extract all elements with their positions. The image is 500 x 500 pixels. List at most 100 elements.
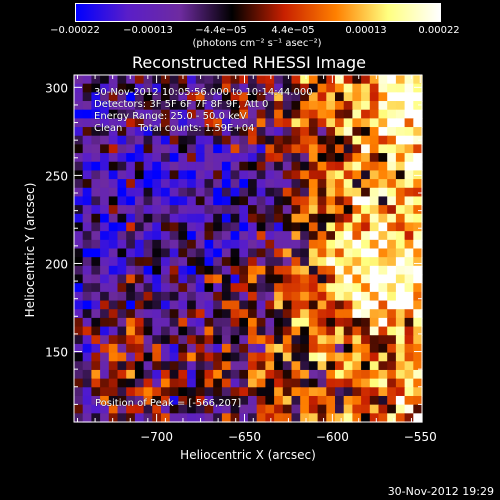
heatmap-cell — [361, 75, 371, 85]
heatmap-cell — [326, 283, 336, 293]
heatmap-cell — [413, 395, 423, 406]
heatmap-cell — [117, 378, 127, 388]
heatmap-cell — [256, 92, 266, 102]
heatmap-cell — [187, 257, 197, 267]
heatmap-cell — [265, 144, 275, 154]
heatmap-cell — [352, 291, 362, 302]
heatmap-cell — [369, 179, 380, 189]
heatmap-cell — [300, 395, 310, 406]
heatmap-cell — [387, 291, 397, 302]
heatmap-cell — [378, 317, 388, 328]
heatmap-cell — [169, 300, 179, 310]
heatmap-cell — [74, 387, 84, 397]
heatmap-cell — [161, 265, 171, 276]
heatmap-cell — [91, 283, 101, 293]
heatmap-cell — [195, 222, 206, 232]
heatmap-cell — [169, 326, 179, 336]
heatmap-cell — [248, 352, 258, 362]
heatmap-cell — [326, 291, 336, 302]
heatmap-cell — [117, 361, 127, 371]
heatmap-cell — [369, 283, 380, 293]
heatmap-cell — [82, 239, 92, 250]
heatmap-cell — [100, 265, 110, 276]
heatmap-cell — [221, 127, 232, 137]
heatmap-cell — [239, 196, 249, 206]
heatmap-cell — [126, 109, 136, 119]
heatmap-cell — [204, 300, 214, 310]
heatmap-cell — [82, 343, 92, 354]
heatmap-cell — [152, 343, 162, 354]
heatmap-cell — [91, 369, 101, 380]
heatmap-cell — [352, 395, 362, 406]
heatmap-cell — [74, 257, 84, 267]
heatmap-cell — [178, 335, 188, 345]
heatmap-cell — [326, 161, 336, 172]
heatmap-cell — [352, 352, 362, 362]
heatmap-cell — [265, 179, 275, 189]
heatmap-cell — [74, 291, 84, 302]
heatmap-cell — [335, 369, 345, 380]
heatmap-cell — [369, 170, 380, 180]
heatmap-cell — [282, 326, 293, 336]
heatmap-cell — [404, 83, 414, 93]
heatmap-cell — [213, 248, 223, 258]
heatmap-cell — [100, 369, 110, 380]
heatmap-cell — [74, 161, 84, 172]
heatmap-cell — [195, 187, 206, 198]
heatmap-cell — [343, 179, 353, 189]
heatmap-cell — [326, 231, 336, 241]
heatmap-cell — [343, 283, 353, 293]
heatmap-cell — [230, 196, 240, 206]
heatmap-cell — [134, 75, 145, 85]
heatmap-cell — [361, 127, 371, 137]
heatmap-cell — [256, 196, 266, 206]
heatmap-cell — [152, 205, 162, 215]
heatmap-cell — [100, 135, 110, 146]
heatmap-cell — [326, 343, 336, 354]
heatmap-cell — [74, 92, 84, 102]
heatmap-cell — [378, 205, 388, 215]
heatmap-cell — [369, 309, 380, 319]
heatmap-cell — [187, 135, 197, 146]
heatmap-cell — [82, 369, 92, 380]
heatmap-cell — [413, 187, 423, 198]
heatmap-cell — [134, 127, 145, 137]
heatmap-cell — [308, 231, 319, 241]
heatmap-cell — [178, 257, 188, 267]
heatmap-cell — [74, 196, 84, 206]
heatmap-cell — [161, 109, 171, 119]
heatmap-cell — [274, 101, 284, 111]
heatmap-cell — [282, 101, 293, 111]
heatmap-cell — [248, 413, 258, 423]
heatmap-cell — [100, 274, 110, 284]
heatmap-cell — [117, 300, 127, 310]
heatmap-cell — [308, 369, 319, 380]
heatmap-cell — [74, 274, 84, 284]
heatmap-cell — [404, 265, 414, 276]
heatmap-cell — [117, 352, 127, 362]
heatmap-cell — [413, 135, 423, 146]
heatmap-cell — [152, 300, 162, 310]
heatmap-cell — [213, 265, 223, 276]
heatmap-cell — [161, 335, 171, 345]
heatmap-cell — [74, 300, 84, 310]
heatmap-cell — [248, 283, 258, 293]
heatmap-cell — [274, 239, 284, 250]
heatmap-cell — [221, 222, 232, 232]
heatmap-cell — [74, 239, 84, 250]
heatmap-cell — [265, 291, 275, 302]
heatmap-cell — [152, 283, 162, 293]
heatmap-cell — [395, 83, 406, 93]
heatmap-cell — [169, 343, 179, 354]
heatmap-cell — [134, 361, 145, 371]
heatmap-cell — [178, 361, 188, 371]
heatmap-cell — [74, 361, 84, 371]
heatmap-cell — [82, 300, 92, 310]
heatmap-cell — [413, 205, 423, 215]
heatmap-cell — [91, 274, 101, 284]
heatmap-cell — [361, 187, 371, 198]
heatmap-cell — [100, 404, 110, 414]
heatmap-cell — [387, 239, 397, 250]
heatmap-cell — [195, 317, 206, 328]
heatmap-cell — [361, 283, 371, 293]
